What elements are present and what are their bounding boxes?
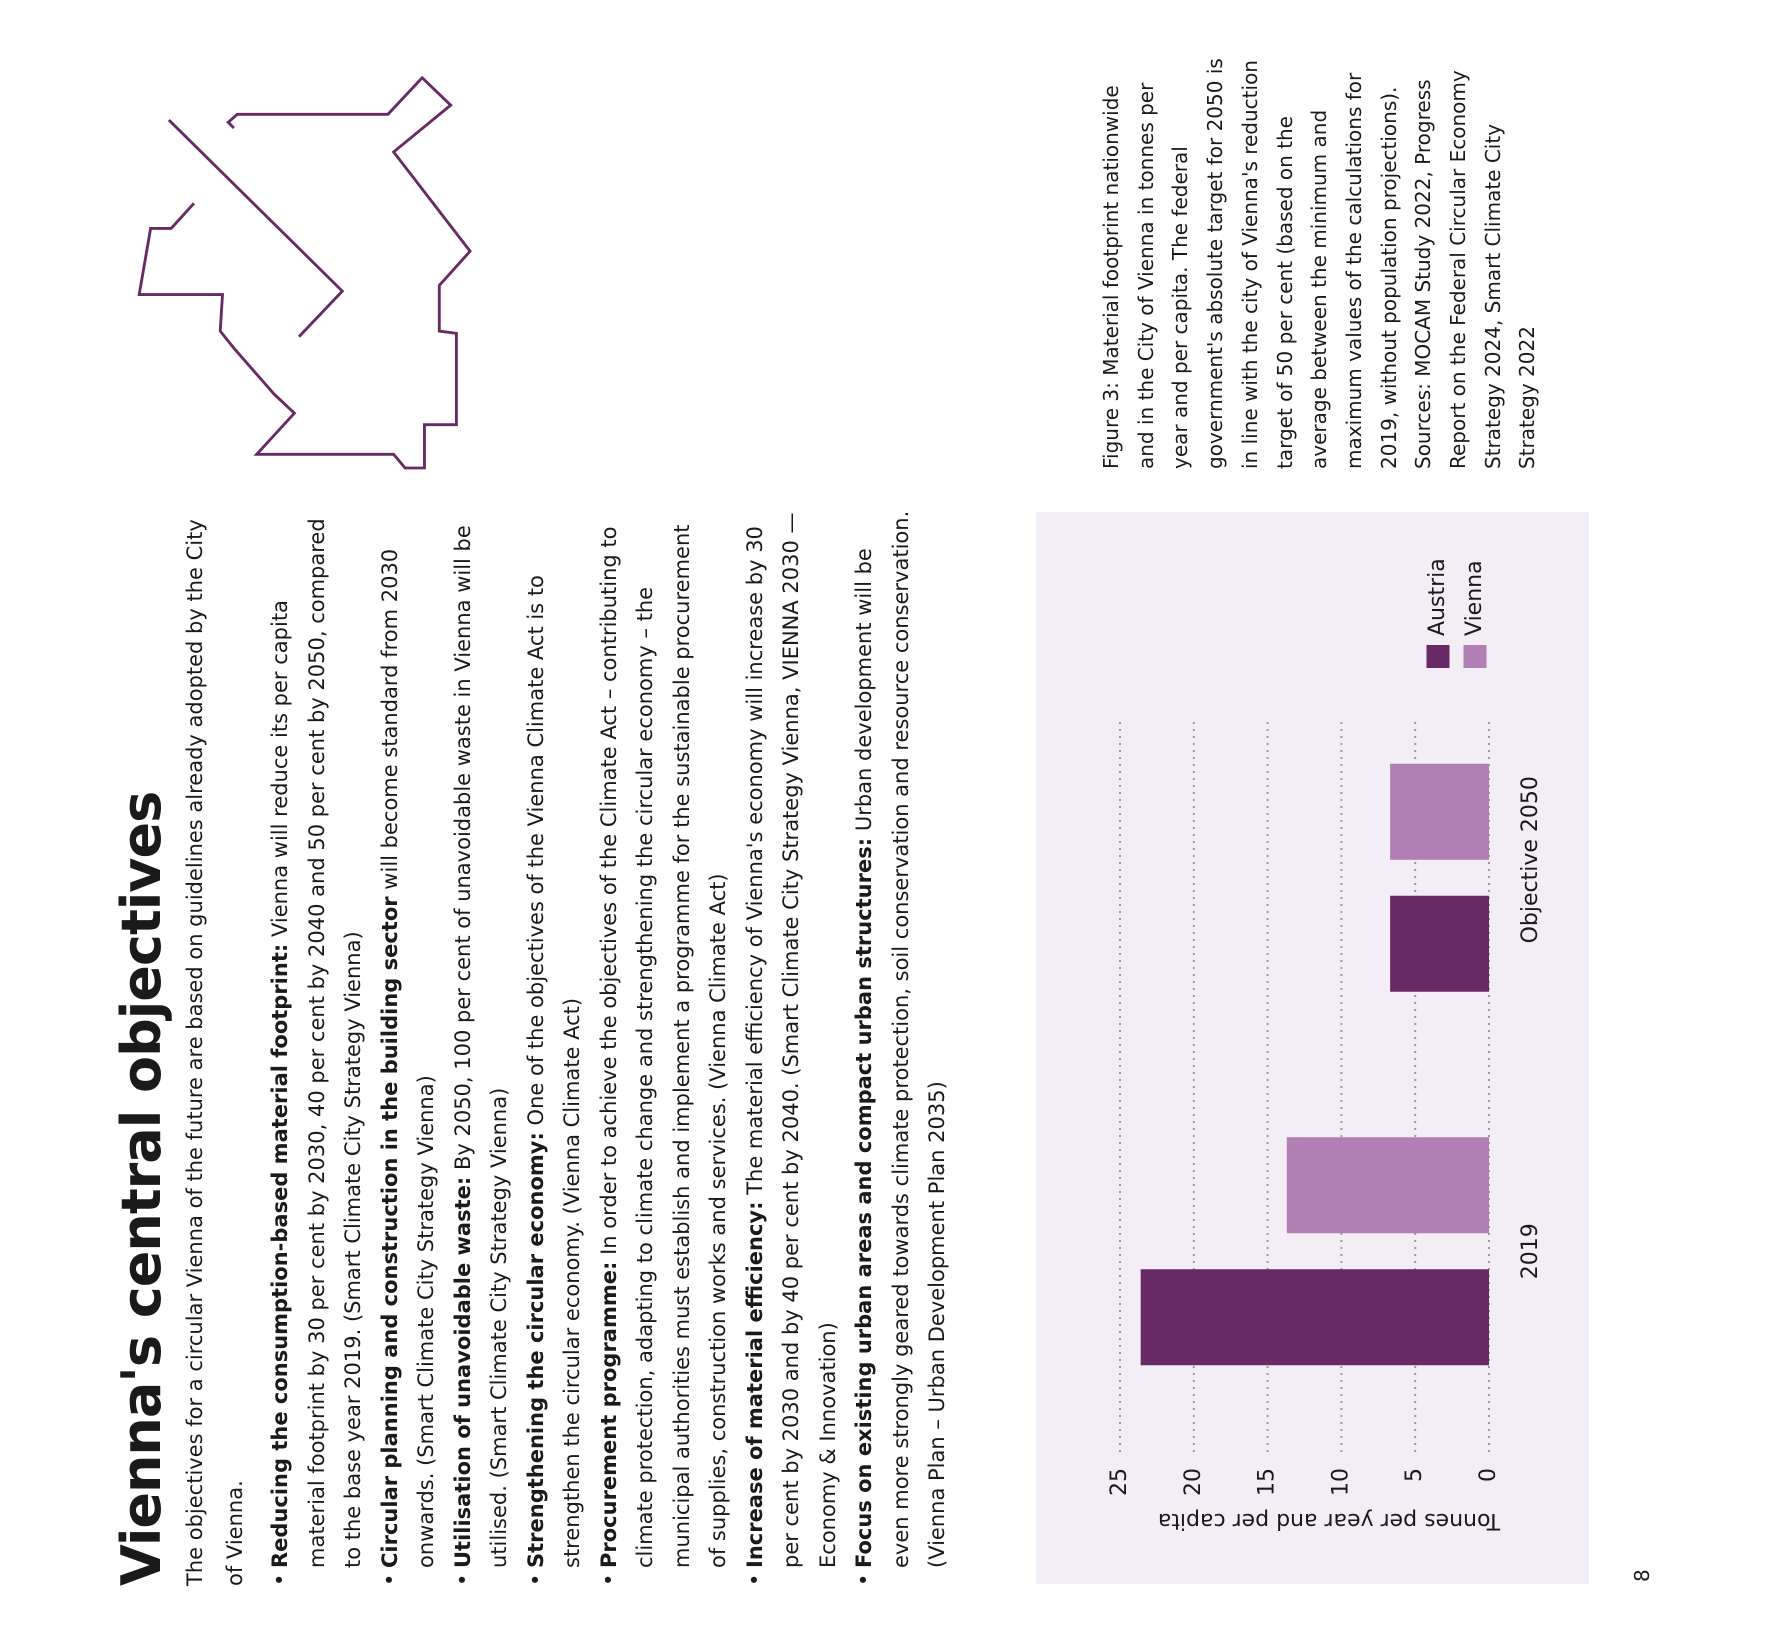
y-tick-label: 5 (1402, 1468, 1427, 1482)
legend-label: Austria (1425, 558, 1450, 636)
bullet-lead: Reducing the consumption-based material … (268, 943, 292, 1568)
bullet: Reducing the consumption-based material … (262, 506, 372, 1586)
y-tick-label: 10 (1328, 1468, 1353, 1496)
figure-caption: Figure 3: Material footprint nationwide … (1099, 58, 1540, 469)
bullet: Utilisation of unavoidable waste: By 205… (445, 506, 518, 1586)
y-axis-title: Tonnes per year and per capita (1158, 1508, 1501, 1533)
bullet-lead: Increase of material efficiency: (742, 1201, 767, 1568)
map-outline (137, 75, 472, 470)
map-line (167, 118, 345, 338)
bullet-lead: Strengthening the circular economy: (523, 1132, 548, 1568)
x-tick-label: 2019 (1518, 1223, 1543, 1279)
bullet-lead: Procurement programme: (596, 1261, 621, 1568)
y-tick-label: 15 (1255, 1468, 1280, 1496)
bullet: Strengthening the circular economy: One … (518, 506, 591, 1586)
y-tick-label: 25 (1107, 1468, 1132, 1496)
chart-panel (1036, 512, 1589, 1584)
bullet-list: Reducing the consumption-based material … (262, 506, 956, 1586)
intro: The objectives for a circular Vienna of … (183, 519, 247, 1586)
title: Vienna's central objectives (110, 791, 173, 1586)
y-tick-label: 0 (1476, 1468, 1501, 1482)
legend-swatch (1426, 645, 1450, 668)
page-number: 8 (1630, 1569, 1654, 1582)
bullet: Increase of material efficiency: The mat… (737, 506, 847, 1586)
legend-label: Vienna (1462, 560, 1487, 636)
bullet-lead: Focus on existing urban areas and compac… (852, 837, 876, 1568)
bar (1286, 1137, 1489, 1234)
bar (1140, 1269, 1489, 1366)
bullet: Circular planning and construction in th… (372, 506, 445, 1586)
bullet-lead: Utilisation of unavoidable waste: (450, 1176, 475, 1568)
legend-swatch (1463, 645, 1487, 668)
bar (1390, 895, 1490, 992)
x-tick-label: Objective 2050 (1518, 776, 1543, 943)
y-tick-label: 20 (1181, 1468, 1206, 1496)
bar (1390, 763, 1490, 860)
bullet: Procurement programme: In order to achie… (591, 506, 737, 1586)
bullet: Focus on existing urban areas and compac… (846, 506, 956, 1586)
bullet-lead: Circular planning and construction in th… (377, 896, 402, 1568)
